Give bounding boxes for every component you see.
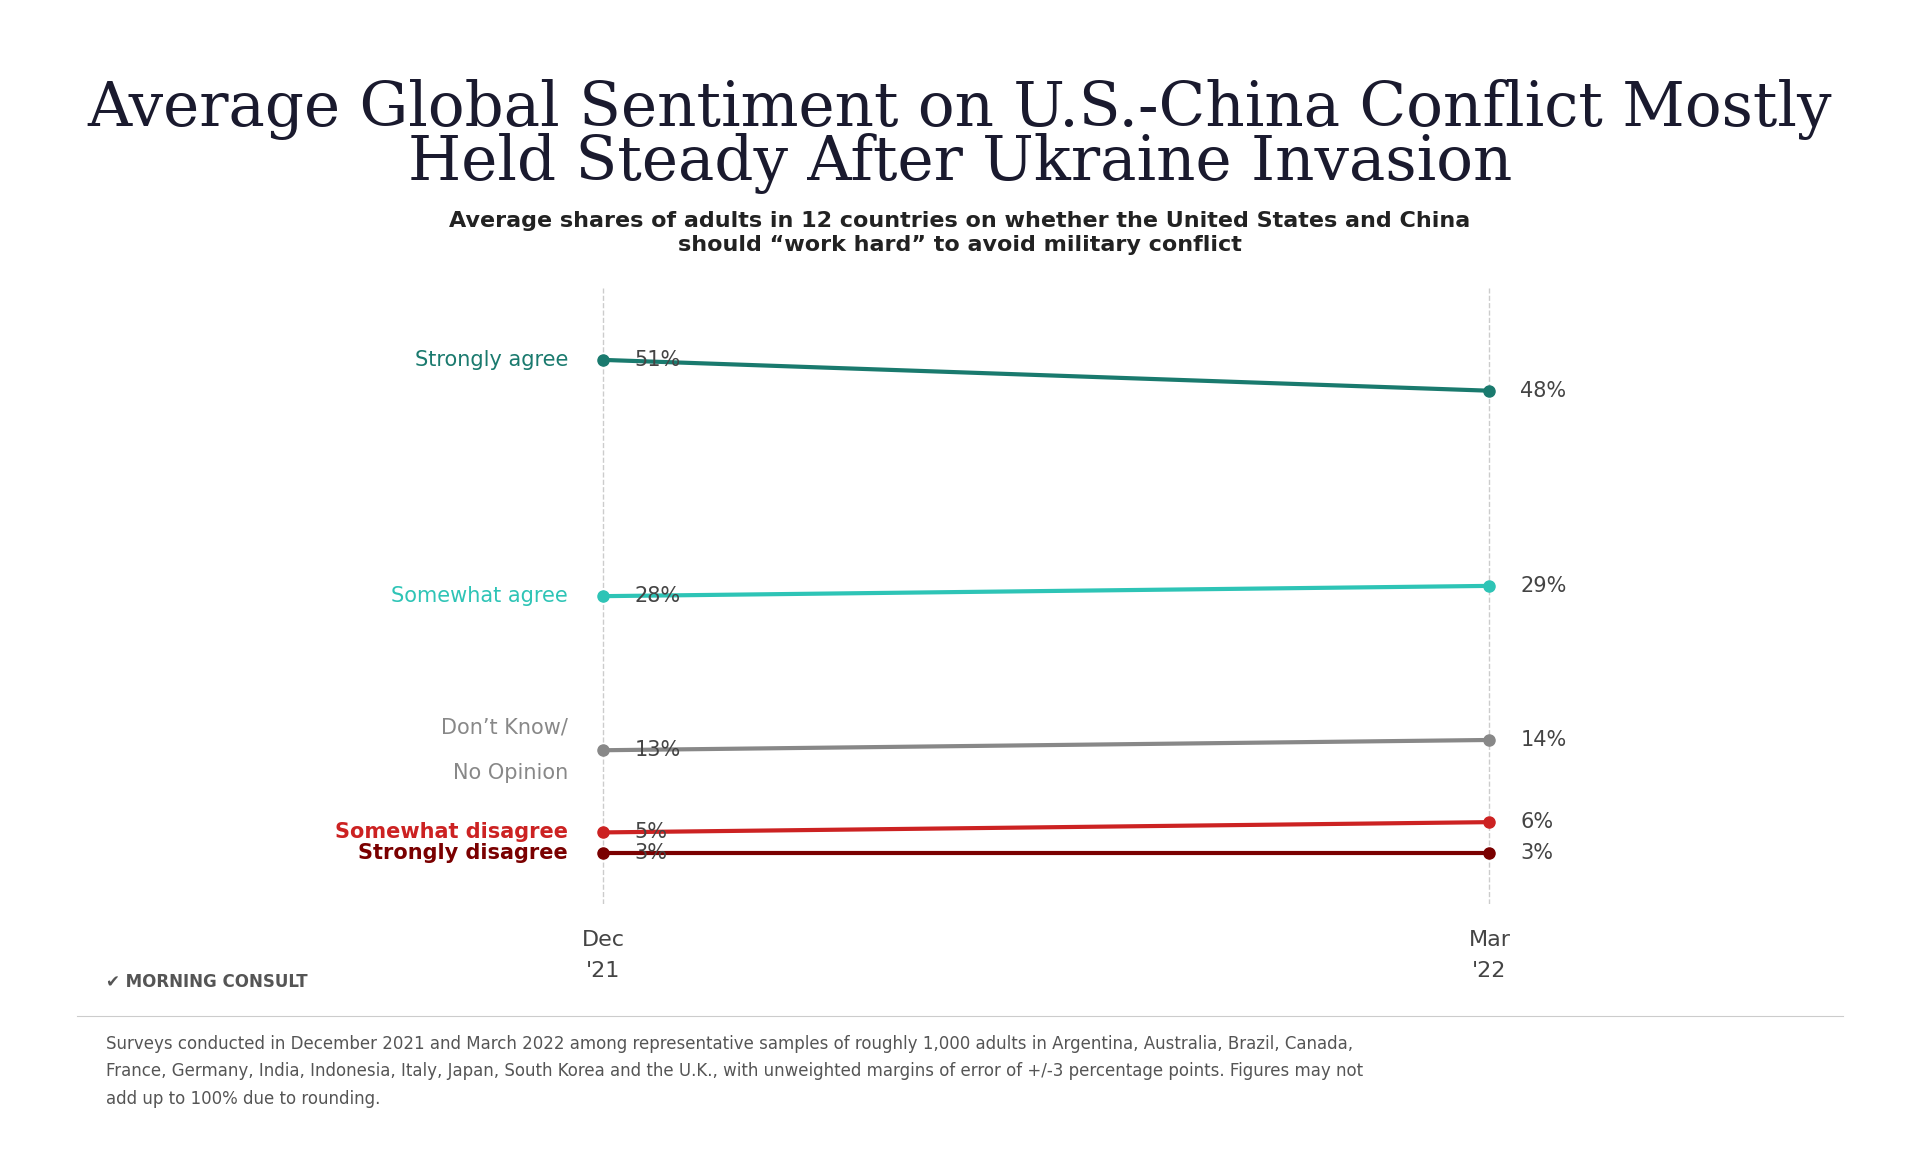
Text: Average shares of adults in 12 countries on whether the United States and China: Average shares of adults in 12 countries… (449, 211, 1471, 232)
Text: Dec: Dec (582, 930, 624, 950)
Text: Somewhat agree: Somewhat agree (392, 586, 568, 606)
Text: 51%: 51% (634, 350, 680, 370)
Text: Don’t Know/: Don’t Know/ (442, 718, 568, 738)
Text: Strongly disagree: Strongly disagree (359, 843, 568, 863)
Text: No Opinion: No Opinion (453, 763, 568, 782)
Text: 3%: 3% (1521, 843, 1553, 863)
Text: Strongly agree: Strongly agree (415, 350, 568, 370)
Text: Somewhat disagree: Somewhat disagree (334, 823, 568, 842)
Text: 28%: 28% (634, 586, 680, 606)
Text: '21: '21 (586, 961, 620, 980)
Text: 14%: 14% (1521, 730, 1567, 750)
Text: 6%: 6% (1521, 812, 1553, 832)
Text: '22: '22 (1473, 961, 1507, 980)
Text: Held Steady After Ukraine Invasion: Held Steady After Ukraine Invasion (407, 134, 1513, 194)
Text: 29%: 29% (1521, 576, 1567, 596)
Text: should “work hard” to avoid military conflict: should “work hard” to avoid military con… (678, 235, 1242, 256)
Text: 3%: 3% (634, 843, 668, 863)
Text: 13%: 13% (634, 741, 680, 760)
Text: Average Global Sentiment on U.S.-China Conflict Mostly: Average Global Sentiment on U.S.-China C… (88, 79, 1832, 139)
Text: 48%: 48% (1521, 380, 1567, 401)
Text: ✔ MORNING CONSULT: ✔ MORNING CONSULT (106, 972, 307, 991)
Text: 5%: 5% (634, 823, 668, 842)
Text: Mar: Mar (1469, 930, 1511, 950)
Text: Surveys conducted in December 2021 and March 2022 among representative samples o: Surveys conducted in December 2021 and M… (106, 1034, 1363, 1108)
